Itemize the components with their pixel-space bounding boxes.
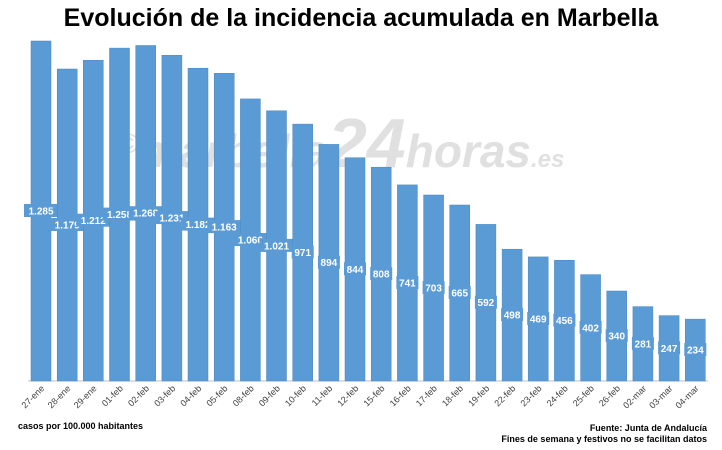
value-label-10-feb: 971 xyxy=(294,248,311,259)
value-label-bg xyxy=(317,255,340,269)
value-label-24-feb: 456 xyxy=(556,316,573,327)
units-note: casos por 100.000 habitantes xyxy=(18,421,144,431)
value-label-bg xyxy=(181,217,215,231)
value-label-19-feb: 592 xyxy=(478,298,495,309)
x-tick-label-01-feb: 01-feb xyxy=(100,383,125,408)
value-label-bg xyxy=(102,207,137,221)
x-tick-label-25-feb: 25-feb xyxy=(571,383,596,408)
x-tick-label-28-ene: 28-ene xyxy=(46,383,73,410)
value-label-25-feb: 402 xyxy=(582,323,599,334)
value-label-28-ene: 1.179 xyxy=(55,221,80,232)
x-tick-label-17-feb: 17-feb xyxy=(414,383,439,408)
value-label-bg xyxy=(128,206,163,220)
value-label-03-mar: 247 xyxy=(661,344,678,355)
x-tick-label-29-ene: 29-ene xyxy=(72,383,99,410)
value-label-16-feb: 741 xyxy=(399,279,416,290)
x-tick-label-02-mar: 02-mar xyxy=(621,383,648,410)
value-label-03-feb: 1.231 xyxy=(159,214,184,225)
value-label-bg xyxy=(631,336,654,350)
value-label-18-feb: 665 xyxy=(451,289,468,300)
value-label-27-ene: 1.285 xyxy=(28,207,53,218)
x-tick-label-11-feb: 11-feb xyxy=(310,383,335,408)
value-label-bg xyxy=(259,238,294,252)
disclaimer-text: Fines de semana y festivos no se facilit… xyxy=(501,434,707,444)
value-label-17-feb: 703 xyxy=(425,284,442,295)
value-label-02-mar: 281 xyxy=(635,339,652,350)
value-label-bg xyxy=(579,320,602,334)
x-tick-label-04-feb: 04-feb xyxy=(178,383,203,408)
value-label-bg xyxy=(658,341,681,355)
value-label-11-feb: 894 xyxy=(321,258,338,269)
x-tick-label-18-feb: 18-feb xyxy=(440,383,465,408)
x-tick-label-22-feb: 22-feb xyxy=(492,383,517,408)
x-tick-label-27-ene: 27-ene xyxy=(20,383,47,410)
value-label-04-feb: 1.182 xyxy=(185,220,210,231)
value-label-09-feb: 1.021 xyxy=(264,241,289,252)
value-label-bg xyxy=(154,211,189,225)
x-tick-label-15-feb: 15-feb xyxy=(361,383,386,408)
value-label-bg xyxy=(448,286,471,299)
value-label-bg xyxy=(605,329,628,342)
x-tick-label-03-feb: 03-feb xyxy=(152,383,177,408)
x-tick-label-19-feb: 19-feb xyxy=(466,383,491,408)
value-label-bg xyxy=(370,267,393,281)
value-label-29-ene: 1.212 xyxy=(81,216,106,227)
value-label-bg xyxy=(501,308,524,322)
x-tick-label-04-mar: 04-mar xyxy=(673,383,700,410)
value-label-04-mar: 234 xyxy=(687,346,704,357)
value-label-15-feb: 808 xyxy=(373,270,390,281)
value-label-bg xyxy=(24,204,58,217)
value-label-22-feb: 498 xyxy=(504,311,521,322)
x-tick-label-05-feb: 05-feb xyxy=(204,383,229,408)
source-note: Fuente: Junta de Andalucía Fines de sema… xyxy=(501,423,707,445)
value-label-12-feb: 844 xyxy=(347,265,364,276)
value-label-05-feb: 1.163 xyxy=(212,223,237,234)
x-tick-label-23-feb: 23-feb xyxy=(518,383,543,408)
x-tick-label-09-feb: 09-feb xyxy=(257,383,282,408)
x-tick-label-08-feb: 08-feb xyxy=(231,383,256,408)
x-tick-label-02-feb: 02-feb xyxy=(126,383,151,408)
x-tick-label-16-feb: 16-feb xyxy=(388,383,413,408)
x-tick-label-26-feb: 26-feb xyxy=(597,383,622,408)
value-label-bg xyxy=(474,295,497,309)
value-label-bg xyxy=(527,312,550,325)
value-label-bg xyxy=(50,218,85,231)
value-label-bg xyxy=(396,276,419,289)
value-label-bg xyxy=(76,213,111,227)
value-label-bg xyxy=(422,281,445,294)
value-label-08-feb: 1.066 xyxy=(238,236,263,247)
value-label-bg xyxy=(233,233,268,246)
value-label-bg xyxy=(553,313,576,327)
value-label-bg xyxy=(684,343,707,356)
value-label-02-feb: 1.268 xyxy=(133,209,158,220)
value-label-bg xyxy=(344,262,366,276)
value-label-23-feb: 469 xyxy=(530,315,547,326)
x-tick-label-12-feb: 12-feb xyxy=(335,383,360,408)
x-tick-label-03-mar: 03-mar xyxy=(647,383,674,410)
value-label-26-feb: 340 xyxy=(608,332,625,343)
value-label-bg xyxy=(207,220,242,234)
x-tick-label-10-feb: 10-feb xyxy=(283,383,308,408)
value-label-bg xyxy=(291,245,314,259)
source-text: Fuente: Junta de Andalucía xyxy=(589,423,707,433)
x-tick-label-24-feb: 24-feb xyxy=(545,383,570,408)
chart-title: Evolución de la incidencia acumulada en … xyxy=(63,4,659,32)
value-label-01-feb: 1.258 xyxy=(107,210,132,221)
